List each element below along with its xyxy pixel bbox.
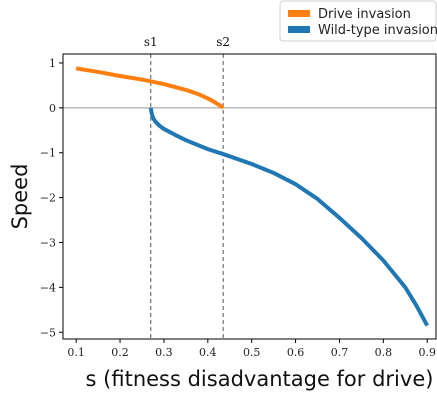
y-tick-label: −1 (40, 147, 56, 160)
x-axis-title: s (fitness disadvantage for drive) (86, 367, 434, 391)
x-tick-label: 0.7 (331, 346, 349, 359)
series-line-0 (75, 66, 225, 110)
y-tick-label: −5 (40, 326, 56, 339)
x-tick-label: 0.3 (155, 346, 173, 359)
y-tick-label: −4 (40, 281, 56, 294)
x-tick-label: 0.8 (375, 346, 393, 359)
x-axis-ticks: 0.1 0.2 0.3 0.4 0.5 0.6 0.7 0.8 0.9 (67, 339, 436, 359)
legend-label-drive: Drive invasion (318, 7, 411, 22)
legend-frame (279, 0, 437, 42)
y-tick-label: −3 (40, 237, 56, 250)
reference-label-s1: s1 (144, 35, 158, 49)
legend-label-wildtype: Wild-type invasion (318, 23, 437, 38)
x-tick-label: 0.6 (287, 346, 305, 359)
y-tick-label: 0 (49, 102, 56, 115)
reference-label-s2: s2 (216, 35, 230, 49)
y-axis-ticks: 1 0 −1 −2 −3 −4 −5 (40, 57, 63, 339)
x-tick-label: 0.4 (199, 346, 217, 359)
series-layer (75, 66, 429, 327)
plot-frame (62, 53, 437, 340)
legend-swatch-drive (288, 10, 310, 17)
reference-lines: s1 s2 (144, 35, 230, 339)
x-tick-label: 0.9 (418, 346, 436, 359)
legend-swatch-wildtype (288, 26, 310, 33)
y-axis-title: Speed (8, 164, 32, 230)
y-tick-label: −2 (40, 192, 56, 205)
x-tick-label: 0.1 (67, 346, 85, 359)
legend: Drive invasion Wild-type invasion (279, 0, 437, 42)
x-tick-label: 0.5 (243, 346, 261, 359)
x-tick-label: 0.2 (111, 346, 129, 359)
series-line-1 (148, 107, 429, 327)
y-tick-label: 1 (49, 57, 56, 70)
